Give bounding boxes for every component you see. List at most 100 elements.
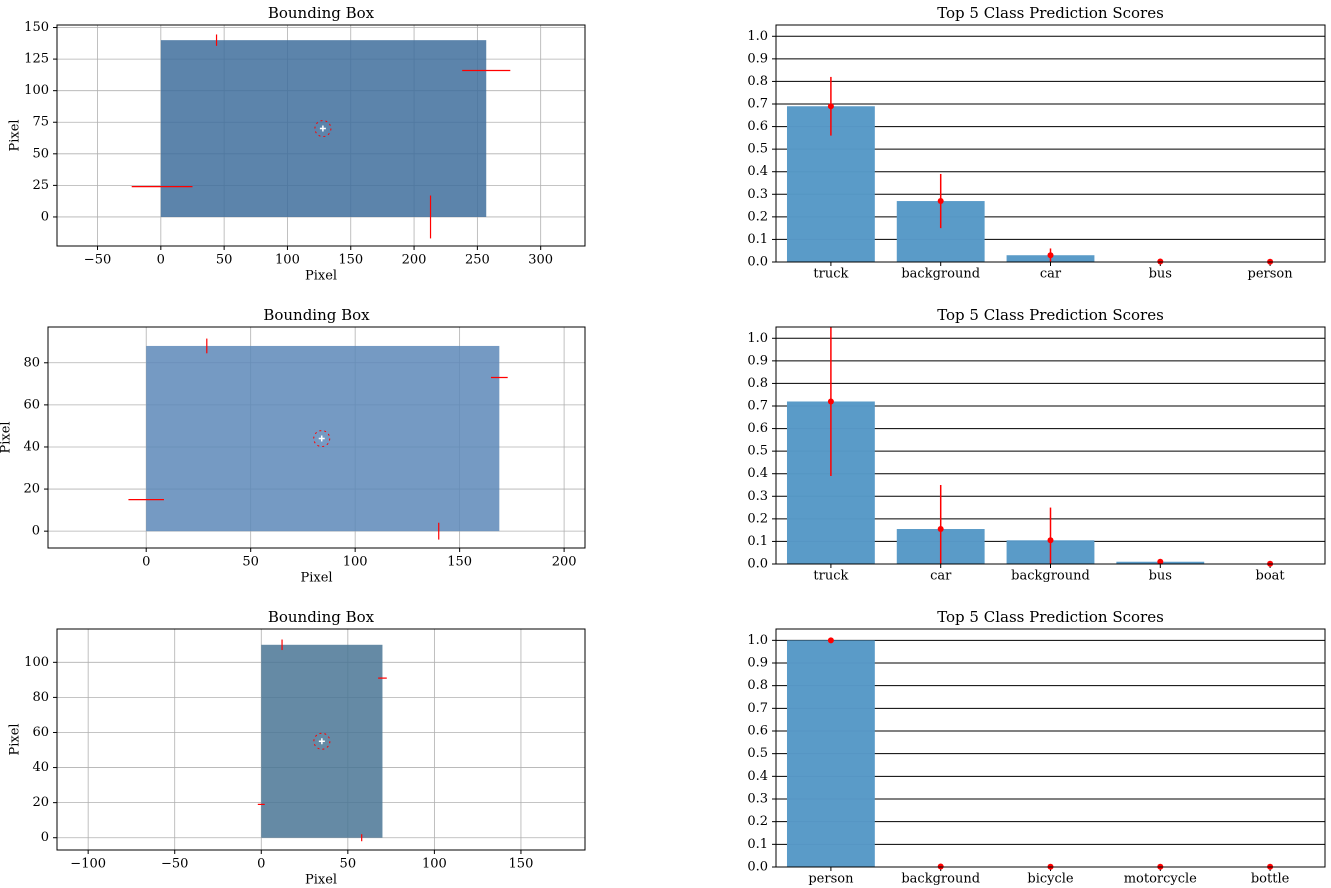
chart-title: Top 5 Class Prediction Scores xyxy=(937,608,1164,626)
x-tick-label: 50 xyxy=(216,253,233,268)
y-tick-label: 100 xyxy=(24,655,49,670)
y-tick-label: 0.3 xyxy=(747,489,768,504)
y-tick-label: 1.0 xyxy=(747,29,768,44)
x-tick-label: 150 xyxy=(338,253,363,268)
value-dot xyxy=(1048,252,1054,258)
x-axis-label: Pixel xyxy=(305,269,337,284)
x-tick-label: person xyxy=(808,872,854,887)
y-tick-label: 0 xyxy=(41,830,49,845)
value-dot xyxy=(828,398,834,404)
y-tick-label: 80 xyxy=(32,690,49,705)
x-tick-label: 50 xyxy=(340,857,357,872)
y-axis-label: Pixel xyxy=(0,421,14,453)
value-dot xyxy=(938,198,944,204)
x-tick-label: bus xyxy=(1149,267,1172,282)
x-tick-label: 250 xyxy=(465,253,490,268)
y-tick-label: 0.4 xyxy=(747,466,768,481)
chart-title: Bounding Box xyxy=(268,608,375,626)
y-axis-label: Pixel xyxy=(8,723,23,755)
x-tick-label: 200 xyxy=(552,555,577,570)
y-tick-label: 0.5 xyxy=(747,142,768,157)
y-tick-label: 0.5 xyxy=(747,746,768,761)
y-tick-label: 0.4 xyxy=(747,164,768,179)
value-dot xyxy=(938,526,944,532)
x-tick-label: car xyxy=(930,569,952,584)
x-tick-label: 200 xyxy=(402,253,427,268)
x-tick-label: 0 xyxy=(142,555,150,570)
y-tick-label: 0.2 xyxy=(747,209,768,224)
chart-title: Bounding Box xyxy=(268,4,375,22)
y-tick-label: 0.8 xyxy=(747,74,768,89)
y-tick-label: 60 xyxy=(23,397,40,412)
y-tick-label: 0.6 xyxy=(747,119,768,134)
x-tick-label: background xyxy=(901,267,980,282)
y-tick-label: 0 xyxy=(32,524,40,539)
y-tick-label: 0.1 xyxy=(747,232,768,247)
x-axis-label: Pixel xyxy=(300,571,332,586)
x-tick-label: 300 xyxy=(528,253,553,268)
y-tick-label: 0.3 xyxy=(747,792,768,807)
chart-title: Top 5 Class Prediction Scores xyxy=(937,4,1164,22)
x-tick-label: background xyxy=(901,872,980,887)
x-tick-label: 150 xyxy=(447,555,472,570)
figure: Bounding Box0255075100125150−50050100150… xyxy=(0,0,1331,888)
x-tick-label: bicycle xyxy=(1027,872,1074,887)
y-axis-label: Pixel xyxy=(8,119,23,151)
x-tick-label: 100 xyxy=(275,253,300,268)
x-tick-label: boat xyxy=(1256,569,1286,584)
y-tick-label: 25 xyxy=(32,178,49,193)
y-tick-label: 0.2 xyxy=(747,814,768,829)
y-tick-label: 0.7 xyxy=(747,701,768,716)
x-tick-label: −50 xyxy=(84,253,111,268)
y-tick-label: 50 xyxy=(32,146,49,161)
y-tick-label: 40 xyxy=(32,760,49,775)
y-tick-label: 0.9 xyxy=(747,353,768,368)
y-tick-label: 20 xyxy=(23,482,40,497)
y-tick-label: 60 xyxy=(32,725,49,740)
y-tick-label: 40 xyxy=(23,439,40,454)
y-tick-label: 0.2 xyxy=(747,511,768,526)
y-tick-label: 80 xyxy=(23,355,40,370)
x-tick-label: 0 xyxy=(157,253,165,268)
x-tick-label: 0 xyxy=(257,857,265,872)
x-tick-label: person xyxy=(1248,267,1294,282)
x-axis-label: Pixel xyxy=(305,873,337,888)
y-tick-label: 1.0 xyxy=(747,633,768,648)
bar xyxy=(787,640,875,867)
y-tick-label: 0.1 xyxy=(747,837,768,852)
y-tick-label: 150 xyxy=(24,20,49,35)
y-tick-label: 0.6 xyxy=(747,421,768,436)
x-tick-label: truck xyxy=(813,569,848,584)
x-tick-label: bus xyxy=(1149,569,1172,584)
x-tick-label: bottle xyxy=(1251,872,1290,887)
value-dot xyxy=(828,637,834,643)
value-dot xyxy=(828,103,834,109)
y-tick-label: 0.0 xyxy=(747,557,768,572)
x-tick-label: motorcycle xyxy=(1124,872,1197,887)
x-tick-label: 100 xyxy=(343,555,368,570)
x-tick-label: 150 xyxy=(509,857,534,872)
y-tick-label: 0.8 xyxy=(747,678,768,693)
y-tick-label: 0.7 xyxy=(747,97,768,112)
x-tick-label: truck xyxy=(813,267,848,282)
y-tick-label: 0.4 xyxy=(747,769,768,784)
y-tick-label: 0.3 xyxy=(747,187,768,202)
y-tick-label: 0.7 xyxy=(747,399,768,414)
y-tick-label: 0 xyxy=(41,209,49,224)
y-tick-label: 0.9 xyxy=(747,51,768,66)
x-tick-label: −100 xyxy=(70,857,106,872)
y-tick-label: 0.6 xyxy=(747,724,768,739)
x-tick-label: car xyxy=(1040,267,1062,282)
y-tick-label: 0.8 xyxy=(747,376,768,391)
y-tick-label: 125 xyxy=(24,52,49,67)
y-tick-label: 0.0 xyxy=(747,860,768,875)
chart-title: Top 5 Class Prediction Scores xyxy=(937,306,1164,324)
chart-title: Bounding Box xyxy=(263,306,370,324)
y-tick-label: 0.0 xyxy=(747,255,768,270)
y-tick-label: 0.9 xyxy=(747,656,768,671)
x-tick-label: 100 xyxy=(422,857,447,872)
x-tick-label: −50 xyxy=(161,857,188,872)
x-tick-label: background xyxy=(1011,569,1090,584)
y-tick-label: 1.0 xyxy=(747,331,768,346)
y-tick-label: 0.5 xyxy=(747,444,768,459)
